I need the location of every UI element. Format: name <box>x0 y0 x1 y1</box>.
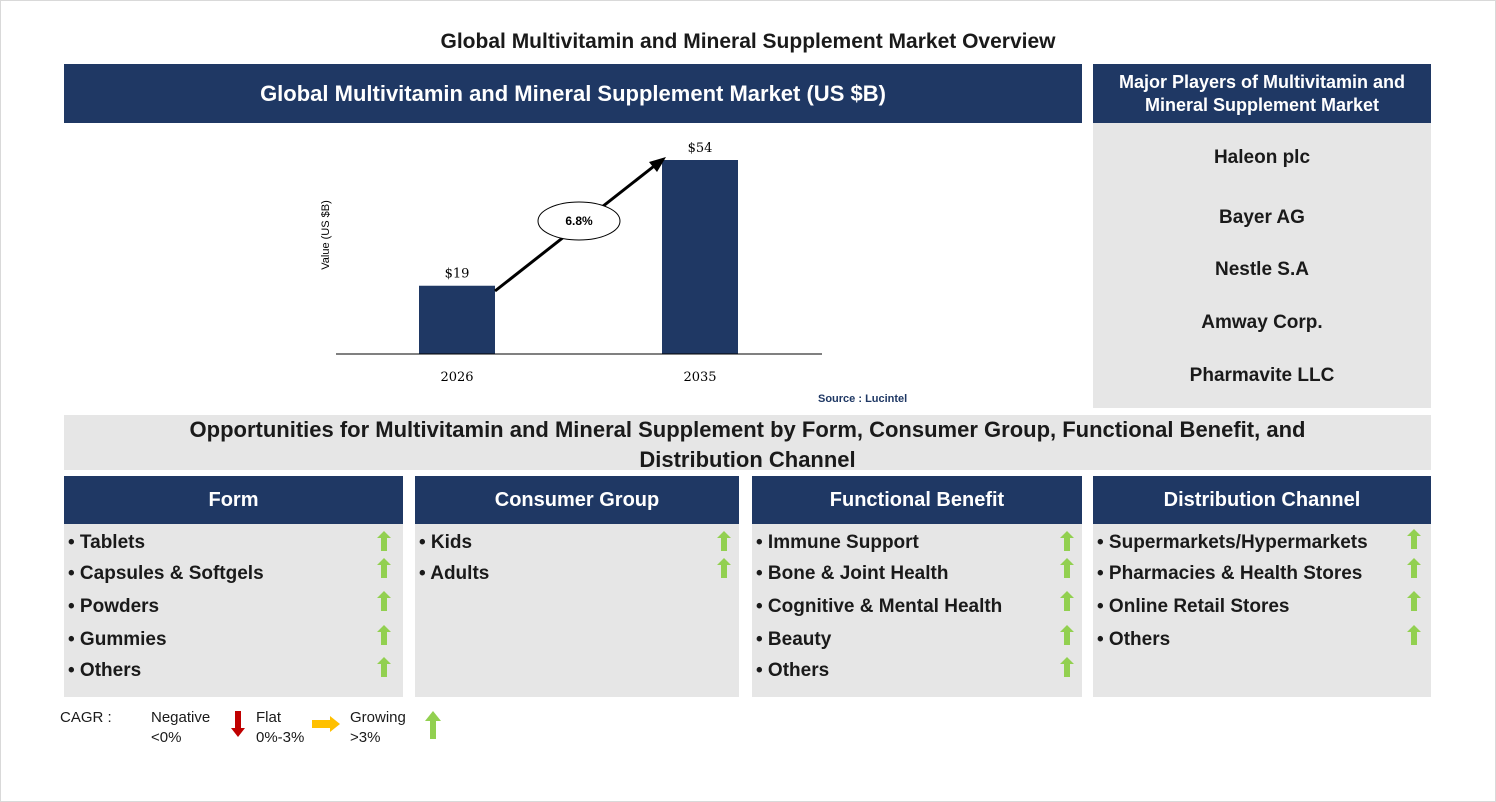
growing-arrow-icon <box>717 558 731 578</box>
growing-arrow-icon <box>377 558 391 578</box>
segment-item: • Online Retail Stores <box>1097 596 1290 617</box>
segment-panel-consumer-group: • Kids • Adults <box>415 524 739 697</box>
growing-arrow-icon <box>1060 657 1074 677</box>
segment-item: • Beauty <box>756 629 832 650</box>
legend-growing-label: Growing <box>350 709 406 726</box>
segment-header-consumer-group: Consumer Group <box>415 476 739 524</box>
segment-panel-form: • Tablets • Capsules & Softgels • Powder… <box>64 524 403 697</box>
legend-flat: Flat 0%-3% <box>256 708 304 748</box>
legend-negative-range: <0% <box>151 729 182 746</box>
legend-cagr-label: CAGR : <box>60 709 112 726</box>
player-item: Bayer AG <box>1219 207 1305 228</box>
growing-arrow-icon <box>1060 531 1074 551</box>
growing-arrow-icon <box>1060 625 1074 645</box>
growing-arrow-icon <box>1060 558 1074 578</box>
chart-header: Global Multivitamin and Mineral Suppleme… <box>64 64 1082 123</box>
segment-item: • Adults <box>419 563 490 584</box>
page-title: Global Multivitamin and Mineral Suppleme… <box>440 30 1056 53</box>
cagr-label: 6.8% <box>565 214 593 228</box>
source-note: Source : Lucintel <box>818 393 908 405</box>
segment-item: • Tablets <box>68 532 146 553</box>
x-tick-label: 2026 <box>440 370 473 385</box>
cagr-bubble: 6.8% <box>537 201 621 241</box>
legend-growing: Growing >3% <box>350 708 406 748</box>
growing-arrow-icon <box>1407 558 1421 578</box>
segment-item: • Gummies <box>68 629 167 650</box>
legend-flat-range: 0%-3% <box>256 729 305 746</box>
growing-arrow-icon <box>1407 591 1421 611</box>
bar-2026 <box>419 285 495 354</box>
growing-arrow-icon <box>377 591 391 611</box>
y-axis-label: Value (US $B) <box>320 200 332 270</box>
segment-item: • Immune Support <box>756 532 919 553</box>
segment-panel-distribution-channel: • Supermarkets/Hypermarkets • Pharmacies… <box>1093 524 1431 697</box>
segment-item: • Others <box>1097 629 1171 650</box>
bar-chart: Value (US $B) $19 2026 $54 2035 6.8% <box>320 141 822 385</box>
growing-arrow-icon <box>377 625 391 645</box>
legend-negative: Negative <0% <box>151 708 210 748</box>
growing-arrow-icon <box>717 531 731 551</box>
growing-arrow-icon <box>1060 591 1074 611</box>
players-panel: Haleon plc Bayer AG Nestle S.A Amway Cor… <box>1093 123 1431 408</box>
segment-item: • Others <box>68 660 142 681</box>
growing-arrow-icon <box>377 531 391 551</box>
player-item: Nestle S.A <box>1215 259 1309 280</box>
x-tick-label: 2035 <box>683 370 716 385</box>
segment-item: • Cognitive & Mental Health <box>756 596 1003 617</box>
bar-2035 <box>662 160 738 354</box>
segment-item: • Powders <box>68 596 160 617</box>
segment-item: • Supermarkets/Hypermarkets <box>1097 532 1368 553</box>
opportunities-title: Opportunities for Multivitamin and Miner… <box>64 415 1431 472</box>
player-item: Pharmavite LLC <box>1189 365 1335 386</box>
player-item: Haleon plc <box>1213 147 1311 168</box>
players-header: Major Players of Multivitamin and Minera… <box>1093 64 1431 123</box>
negative-arrow-icon <box>231 711 245 737</box>
flat-arrow-icon <box>312 716 340 732</box>
growing-arrow-icon <box>1407 529 1421 549</box>
growing-arrow-icon <box>425 711 441 739</box>
segment-item: • Capsules & Softgels <box>68 563 264 584</box>
value-label: $54 <box>688 141 713 156</box>
legend-negative-label: Negative <box>151 709 211 726</box>
legend-flat-label: Flat <box>256 709 282 726</box>
segment-item: • Kids <box>419 532 473 553</box>
segment-panel-functional-benefit: • Immune Support • Bone & Joint Health •… <box>752 524 1082 697</box>
legend-growing-range: >3% <box>350 729 381 746</box>
segment-header-form: Form <box>64 476 403 524</box>
growing-arrow-icon <box>377 657 391 677</box>
value-label: $19 <box>445 267 470 282</box>
segment-header-functional-benefit: Functional Benefit <box>752 476 1082 524</box>
segment-item: • Bone & Joint Health <box>756 563 949 584</box>
growing-arrow-icon <box>1407 625 1421 645</box>
segment-item: • Pharmacies & Health Stores <box>1097 563 1363 584</box>
player-item: Amway Corp. <box>1201 312 1323 333</box>
segment-header-distribution-channel: Distribution Channel <box>1093 476 1431 524</box>
segment-item: • Others <box>756 660 830 681</box>
